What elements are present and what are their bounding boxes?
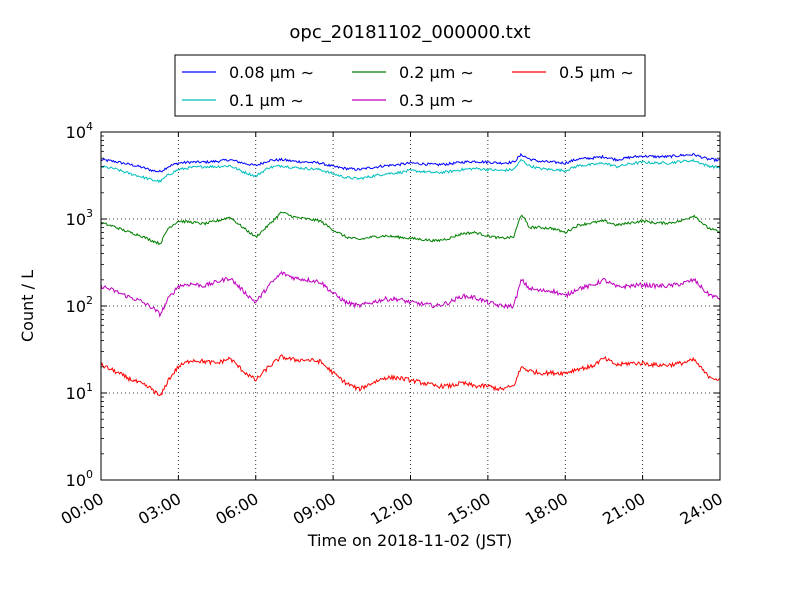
y-tick-label: 101 <box>66 381 93 403</box>
y-tick-label: 104 <box>66 120 93 142</box>
y-tick-label: 102 <box>66 294 93 316</box>
legend-box <box>174 54 646 117</box>
series-line <box>100 270 721 318</box>
legend-label: 0.08 μm ∼ <box>229 63 314 82</box>
ticks <box>100 131 721 481</box>
legend-label: 0.1 μm ∼ <box>229 91 304 110</box>
legend-label: 0.2 μm ∼ <box>399 63 474 82</box>
series-lines <box>100 152 721 397</box>
legend-label: 0.5 μm ∼ <box>559 63 634 82</box>
y-axis-label: Count / L <box>18 270 37 342</box>
series-line <box>100 158 721 184</box>
series-line <box>100 354 721 397</box>
series-line <box>100 211 721 246</box>
x-axis-label: Time on 2018-11-02 (JST) <box>307 531 512 550</box>
legend: 0.08 μm ∼ 0.1 μm ∼ 0.2 μm ∼ 0.3 μm ∼ 0.5 μm … <box>174 54 646 117</box>
legend-label: 0.3 μm ∼ <box>399 91 474 110</box>
y-tick-labels: 100 101 102 103 104 <box>66 120 93 490</box>
series-line <box>100 152 721 173</box>
y-tick-label: 100 <box>66 468 93 490</box>
chart-title: opc_20181102_000000.txt <box>289 22 530 43</box>
y-tick-label: 103 <box>66 207 93 229</box>
